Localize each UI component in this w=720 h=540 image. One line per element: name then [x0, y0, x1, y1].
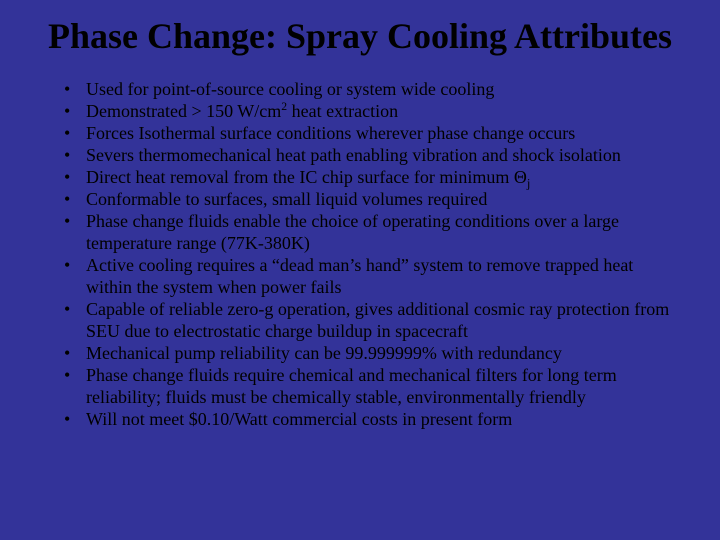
- bullet-list: Used for point-of-source cooling or syst…: [40, 79, 680, 430]
- list-item: Direct heat removal from the IC chip sur…: [64, 167, 670, 189]
- list-item: Phase change fluids require chemical and…: [64, 365, 670, 409]
- list-item: Mechanical pump reliability can be 99.99…: [64, 343, 670, 365]
- list-item: Severs thermomechanical heat path enabli…: [64, 145, 670, 167]
- slide-title: Phase Change: Spray Cooling Attributes: [40, 16, 680, 57]
- list-item: Used for point-of-source cooling or syst…: [64, 79, 670, 101]
- bullet-text: Demonstrated > 150 W/cm: [86, 101, 281, 121]
- list-item: Conformable to surfaces, small liquid vo…: [64, 189, 670, 211]
- bullet-text: Mechanical pump reliability can be 99.99…: [86, 343, 562, 363]
- bullet-text: heat extraction: [287, 101, 398, 121]
- bullet-text: Forces Isothermal surface conditions whe…: [86, 123, 575, 143]
- list-item: Forces Isothermal surface conditions whe…: [64, 123, 670, 145]
- bullet-text: Conformable to surfaces, small liquid vo…: [86, 189, 487, 209]
- bullet-text: Phase change fluids require chemical and…: [86, 365, 617, 407]
- list-item: Demonstrated > 150 W/cm2 heat extraction: [64, 101, 670, 123]
- bullet-text: Active cooling requires a “dead man’s ha…: [86, 255, 633, 297]
- bullet-text: Severs thermomechanical heat path enabli…: [86, 145, 621, 165]
- bullet-text: Capable of reliable zero-g operation, gi…: [86, 299, 669, 341]
- slide: Phase Change: Spray Cooling Attributes U…: [0, 0, 720, 540]
- bullet-text: Phase change fluids enable the choice of…: [86, 211, 619, 253]
- list-item: Capable of reliable zero-g operation, gi…: [64, 299, 670, 343]
- list-item: Active cooling requires a “dead man’s ha…: [64, 255, 670, 299]
- bullet-text: Used for point-of-source cooling or syst…: [86, 79, 494, 99]
- bullet-text: Direct heat removal from the IC chip sur…: [86, 167, 527, 187]
- list-item: Will not meet $0.10/Watt commercial cost…: [64, 409, 670, 431]
- list-item: Phase change fluids enable the choice of…: [64, 211, 670, 255]
- bullet-text: Will not meet $0.10/Watt commercial cost…: [86, 409, 512, 429]
